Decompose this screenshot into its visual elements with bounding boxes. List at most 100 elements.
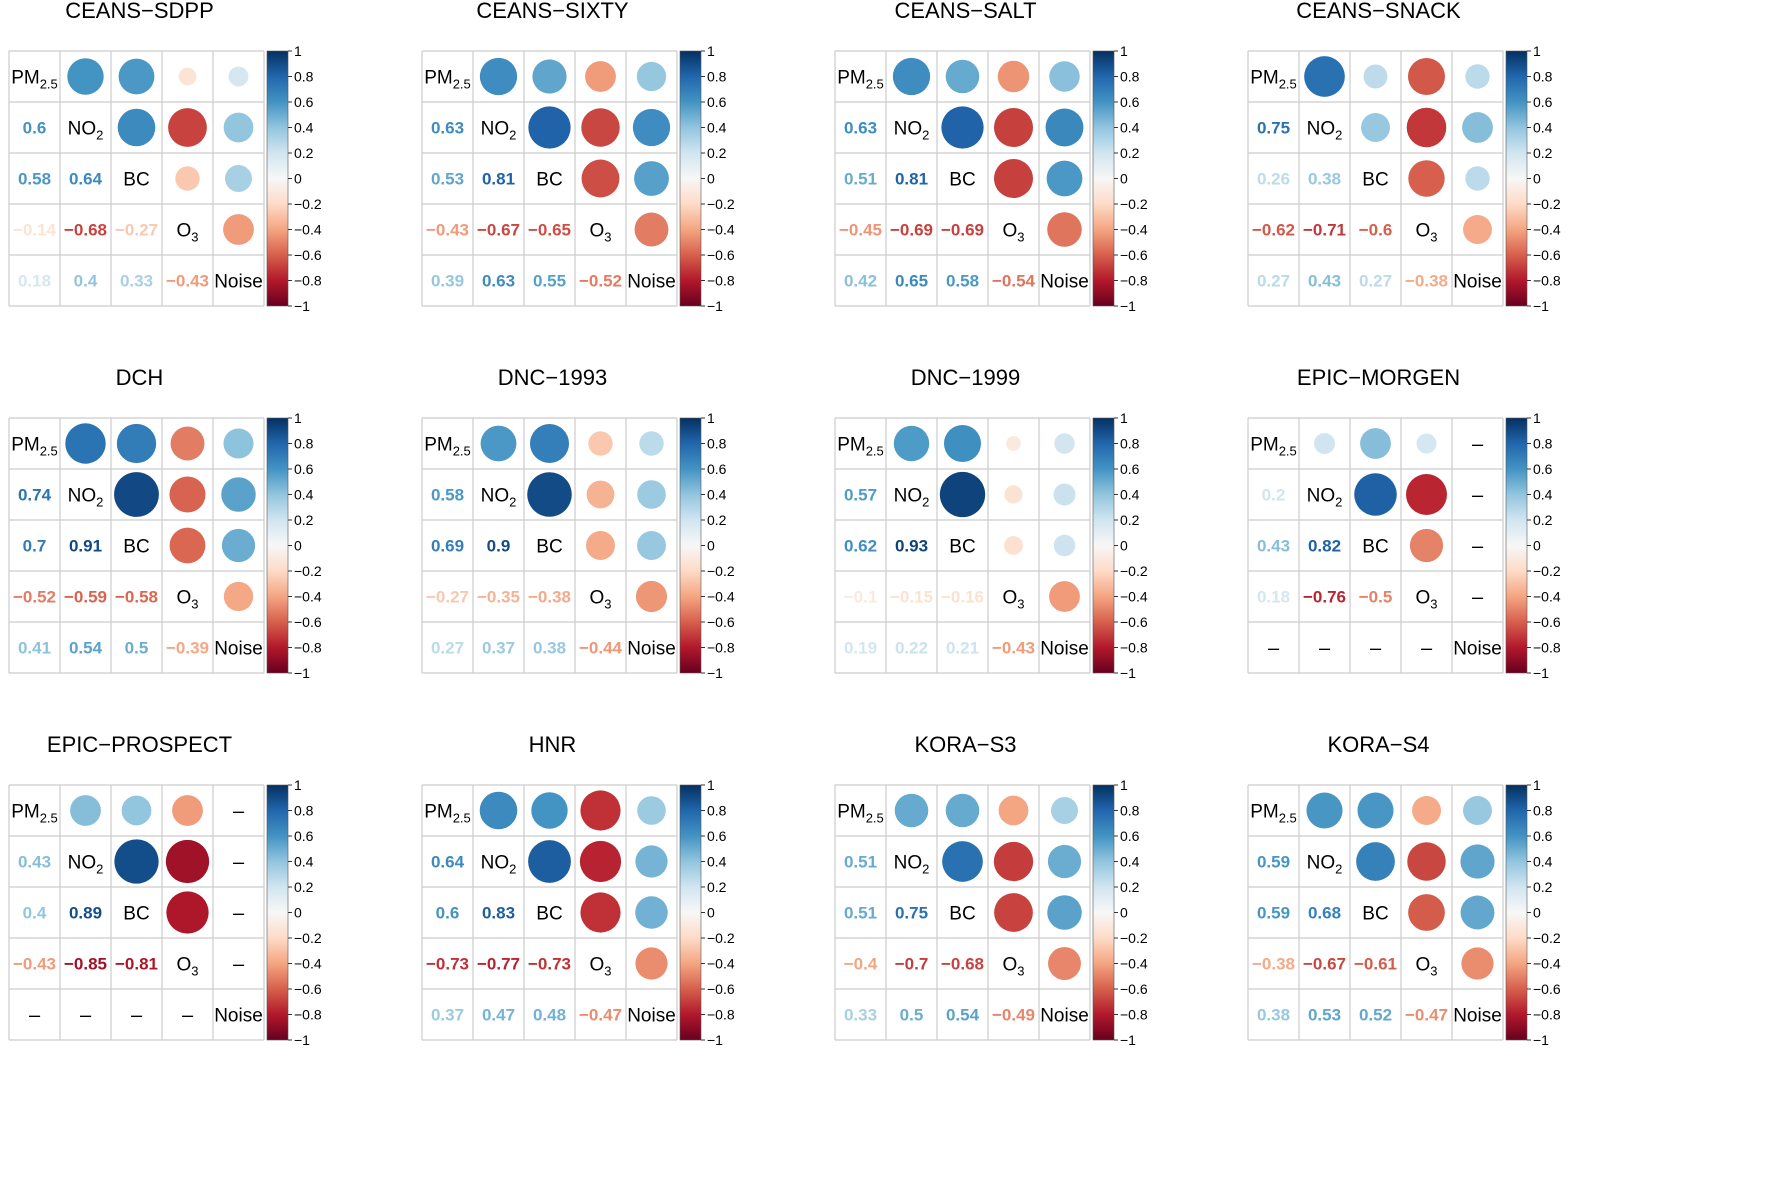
variable-name: PM <box>1250 435 1279 456</box>
variable-label-noise: Noise <box>214 272 263 293</box>
correlation-value: −0.5 <box>1359 588 1393 607</box>
colorbar-tick-label: 1 <box>1120 410 1128 426</box>
variable-name: BC <box>536 904 562 925</box>
variable-label-noise: Noise <box>1040 1006 1089 1027</box>
correlation-circle <box>116 423 157 464</box>
correlation-value: −0.39 <box>166 639 209 658</box>
missing-value-dash: – <box>182 1005 194 1027</box>
variable-subscript: 2.5 <box>453 77 471 92</box>
colorbar <box>1505 50 1528 307</box>
correlation-value: −0.35 <box>477 588 520 607</box>
correlation-value: 0.51 <box>844 170 877 189</box>
correlation-circle <box>942 841 983 882</box>
variable-label-pm: PM2.5 <box>1250 802 1297 826</box>
correlation-circle <box>635 947 668 980</box>
correlation-circle <box>169 527 206 564</box>
variable-name: NO <box>894 486 923 507</box>
colorbar-tick-label: 0.8 <box>1120 436 1140 452</box>
colorbar-tick-label: 0.4 <box>1120 854 1140 870</box>
correlation-circle <box>1465 166 1490 191</box>
correlation-circle <box>1046 160 1083 197</box>
correlation-value: −0.67 <box>477 221 520 240</box>
colorbar-tick-label: 0.4 <box>707 854 727 870</box>
correlation-circle <box>632 108 671 147</box>
corr-panel-4: DCH PM2.5 0.74 NO2 0.7 0.91 BC −0.52 −0.59 −0.58 O… <box>8 365 322 681</box>
correlation-circle <box>893 425 930 462</box>
variable-name: BC <box>536 170 562 191</box>
variable-name: Noise <box>214 639 263 660</box>
correlation-value: −0.81 <box>115 955 158 974</box>
correlation-value: −0.77 <box>477 955 520 974</box>
colorbar <box>266 784 289 1041</box>
correlation-value: −0.27 <box>115 221 158 240</box>
correlation-circle <box>997 60 1030 93</box>
correlation-value: 0.54 <box>946 1006 980 1025</box>
variable-name: PM <box>424 68 453 89</box>
correlation-circle <box>178 67 197 86</box>
colorbar-tick-label: −0.6 <box>707 247 735 263</box>
colorbar-tick-label: 0 <box>294 905 302 921</box>
correlation-circle <box>165 839 210 884</box>
corr-panel-0: CEANS−SDPP PM2.5 0.6 NO2 0.58 0.64 BC −0.14 −0.6… <box>8 0 322 314</box>
correlation-circle <box>637 480 666 509</box>
variable-name: O <box>1415 221 1430 242</box>
variable-label-no: NO2 <box>894 486 930 510</box>
variable-name: BC <box>949 537 975 558</box>
correlation-value: −0.52 <box>13 588 56 607</box>
panel-title: EPIC−MORGEN <box>1297 365 1460 390</box>
correlation-value: 0.38 <box>1257 1006 1290 1025</box>
variable-label-pm: PM2.5 <box>837 68 884 92</box>
colorbar-tick-label: −0.4 <box>707 222 735 238</box>
colorbar-tick-label: 0.6 <box>294 94 314 110</box>
variable-name: NO <box>481 486 510 507</box>
correlation-value: 0.57 <box>844 486 877 505</box>
correlation-value: −0.47 <box>579 1006 622 1025</box>
variable-name: O <box>1002 221 1017 242</box>
colorbar-tick-label: 0.4 <box>1120 120 1140 136</box>
correlation-value: −0.7 <box>895 955 929 974</box>
correlation-value: 0.91 <box>69 537 102 556</box>
variable-label-o: O3 <box>1415 588 1437 612</box>
correlation-circle <box>1051 797 1078 824</box>
colorbar-tick-label: 0.6 <box>707 94 727 110</box>
missing-value-dash: – <box>1472 485 1484 507</box>
correlation-value: 0.5 <box>900 1006 924 1025</box>
correlation-circle <box>1357 792 1394 829</box>
colorbar-tick-label: 0.8 <box>294 436 314 452</box>
correlation-circle <box>941 106 984 149</box>
correlation-value: −0.38 <box>1405 272 1448 291</box>
correlation-circle <box>225 165 252 192</box>
variable-subscript: 2.5 <box>866 811 884 826</box>
variable-label-no: NO2 <box>481 119 517 143</box>
colorbar-tick-label: −1 <box>1120 665 1136 681</box>
variable-name: O <box>589 221 604 242</box>
correlation-value: −0.6 <box>1359 221 1393 240</box>
colorbar-tick-label: 0.8 <box>1533 803 1553 819</box>
correlation-value: −0.44 <box>579 639 623 658</box>
colorbar-tick-label: 0.8 <box>294 69 314 85</box>
correlation-circle <box>1363 64 1388 89</box>
correlation-circle <box>529 423 570 464</box>
correlation-circle <box>998 795 1029 826</box>
colorbar-tick-label: 0 <box>1120 905 1128 921</box>
variable-name: PM <box>1250 802 1279 823</box>
variable-subscript: 2 <box>509 862 516 877</box>
variable-name: PM <box>1250 68 1279 89</box>
correlation-circle <box>993 107 1034 148</box>
panel-title: CEANS−SIXTY <box>476 0 629 23</box>
missing-value-dash: – <box>1472 434 1484 456</box>
correlation-value: 0.54 <box>69 639 103 658</box>
colorbar-tick-label: −0.8 <box>707 273 735 289</box>
colorbar-tick-label: −0.6 <box>294 247 322 263</box>
correlation-value: 0.63 <box>844 119 877 138</box>
correlation-circle <box>1409 528 1444 563</box>
correlation-value: −0.65 <box>528 221 571 240</box>
correlation-circle <box>531 792 568 829</box>
correlation-circle <box>1462 112 1493 143</box>
variable-name: PM <box>837 68 866 89</box>
correlation-value: −0.69 <box>941 221 984 240</box>
